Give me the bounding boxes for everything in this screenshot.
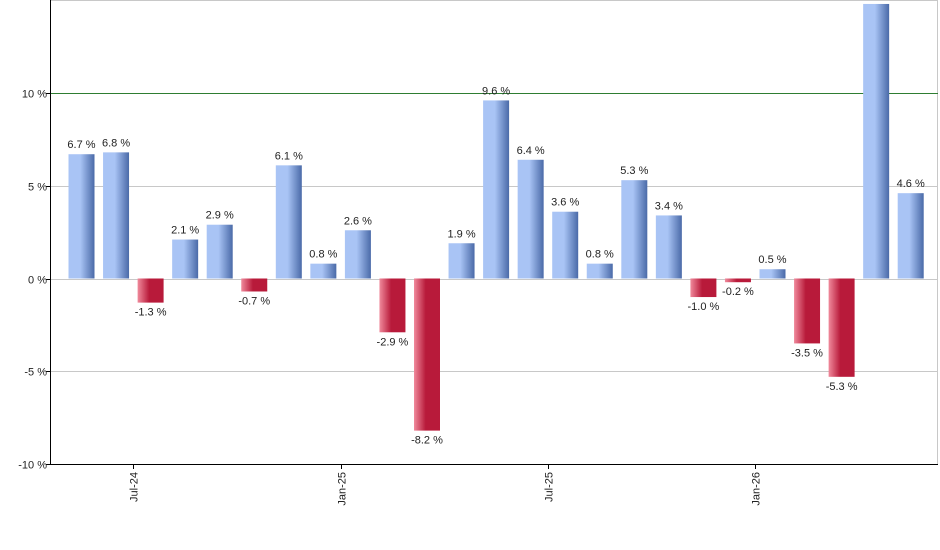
- data-label: 1.9 %: [447, 228, 475, 240]
- bar-positive: [310, 263, 337, 279]
- data-label: 4.6 %: [897, 178, 925, 190]
- bar-positive: [586, 263, 613, 279]
- bar-positive: [483, 100, 510, 279]
- data-labels: 6.7 % 6.8 % -1.3 % 2.1 % 2.9 % -0.7 % 6.1 % 0.8…: [67, 0, 925, 447]
- axes: 10 % 5 % 0 % -5 % -10 % Jul-24 Jan-25 Jul-25 Jan…: [18, 0, 938, 506]
- data-label: 2.6 %: [344, 215, 372, 227]
- y-tick-label: -5 %: [24, 367, 47, 379]
- bar-negative: [241, 278, 268, 292]
- x-tick-label: Jul-25: [544, 472, 556, 502]
- bar-positive: [448, 243, 475, 279]
- data-label: -5.3 %: [826, 381, 858, 393]
- y-tick-label: -10 %: [18, 460, 47, 472]
- data-label: -0.2 %: [722, 286, 754, 298]
- data-label: -8.2 %: [411, 435, 443, 447]
- x-tick-label: Jan-25: [337, 472, 349, 506]
- data-label: 6.7 %: [67, 139, 95, 151]
- data-label: 6.4 %: [517, 145, 545, 157]
- data-label: 5.3 %: [620, 165, 648, 177]
- bar-negative: [137, 278, 164, 303]
- data-label: 0.5 %: [758, 254, 786, 266]
- bar-positive: [655, 215, 682, 279]
- bar-positive: [552, 211, 579, 279]
- bar-positive: [344, 230, 371, 279]
- bar-negative: [724, 278, 751, 283]
- bar-positive: [897, 193, 924, 279]
- y-tick-label: 5 %: [28, 182, 47, 194]
- bar-negative: [414, 278, 440, 431]
- data-label: 0.8 %: [309, 249, 337, 261]
- data-label: 3.6 %: [551, 197, 579, 209]
- data-label: -3.5 %: [791, 347, 823, 359]
- bar-positive: [863, 3, 890, 279]
- data-label: 3.4 %: [655, 200, 683, 212]
- data-label: 6.8 %: [102, 137, 130, 149]
- bar-positive: [103, 152, 130, 279]
- y-tick-label: 0 %: [28, 275, 47, 287]
- data-label: 9.6 %: [482, 85, 510, 97]
- bar-negative: [690, 278, 717, 298]
- data-label: 2.1 %: [171, 225, 199, 237]
- bar-positive: [172, 239, 199, 279]
- data-label: -1.0 %: [688, 301, 720, 313]
- data-label: -2.9 %: [377, 336, 409, 348]
- data-label: 6.1 %: [275, 150, 303, 162]
- bars: [68, 3, 924, 431]
- bar-positive: [621, 180, 648, 279]
- bar-positive: [68, 154, 95, 279]
- bar-positive: [206, 224, 233, 279]
- bar-positive: [517, 159, 544, 279]
- data-label: -0.7 %: [238, 295, 270, 307]
- bar-positive: [759, 269, 786, 279]
- x-tick-label: Jul-24: [129, 472, 141, 502]
- y-tick-label: 10 %: [22, 89, 47, 101]
- bar-negative: [828, 278, 855, 377]
- bar-positive: [275, 165, 302, 279]
- x-tick-label: Jan-26: [751, 472, 763, 506]
- data-label: -1.3 %: [135, 307, 167, 319]
- data-label: 0.8 %: [586, 249, 614, 261]
- bar-negative: [379, 278, 406, 333]
- data-label: 14.8 %: [859, 0, 893, 1]
- bar-negative: [794, 278, 821, 344]
- data-label: 2.9 %: [206, 210, 234, 222]
